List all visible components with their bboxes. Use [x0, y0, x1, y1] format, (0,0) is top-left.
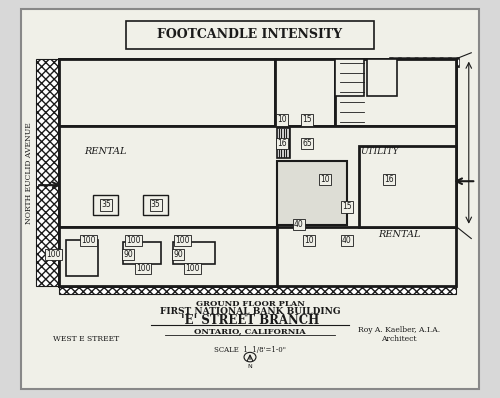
- Text: 35: 35: [150, 201, 160, 209]
- Text: 90: 90: [124, 250, 133, 259]
- Bar: [389, 57, 459, 66]
- Bar: [36, 59, 86, 286]
- Text: 10: 10: [320, 175, 330, 184]
- Text: 16: 16: [278, 139, 287, 148]
- Text: 40: 40: [342, 236, 352, 245]
- Bar: [94, 195, 118, 215]
- Bar: [367, 59, 396, 96]
- Text: 100: 100: [176, 236, 190, 245]
- Text: 10: 10: [304, 236, 314, 245]
- Bar: [278, 162, 347, 225]
- Bar: [58, 59, 275, 126]
- Text: RENTAL: RENTAL: [378, 230, 420, 239]
- Text: 100: 100: [136, 263, 150, 273]
- Text: FOOTCANDLE INTENSITY: FOOTCANDLE INTENSITY: [158, 29, 342, 41]
- Bar: [360, 146, 456, 227]
- Bar: [58, 59, 456, 286]
- Text: 90: 90: [173, 250, 183, 259]
- Text: 16: 16: [384, 175, 394, 184]
- Bar: [66, 240, 98, 276]
- Text: N: N: [248, 364, 252, 369]
- Text: 100: 100: [46, 250, 61, 259]
- Text: RENTAL: RENTAL: [84, 147, 127, 156]
- Text: GROUND FLOOR PLAN: GROUND FLOOR PLAN: [196, 300, 304, 308]
- Text: WEST E STREET: WEST E STREET: [53, 335, 119, 343]
- Text: UTILITY: UTILITY: [360, 147, 399, 156]
- Text: Roy A. Kaelber, A.I.A.
Architect: Roy A. Kaelber, A.I.A. Architect: [358, 326, 440, 343]
- Bar: [334, 59, 456, 126]
- Text: 100: 100: [186, 263, 200, 273]
- Text: 15: 15: [342, 203, 352, 211]
- Bar: [278, 128, 290, 158]
- Text: 40: 40: [294, 220, 304, 229]
- Text: FIRST NATIONAL BANK BUILDING: FIRST NATIONAL BANK BUILDING: [160, 307, 340, 316]
- Text: SCALE  1  1/8'=1-0": SCALE 1 1/8'=1-0": [214, 346, 286, 354]
- Text: 'E' STREET BRANCH: 'E' STREET BRANCH: [181, 314, 319, 327]
- Text: 100: 100: [81, 236, 96, 245]
- Text: 15: 15: [302, 115, 312, 125]
- FancyBboxPatch shape: [22, 9, 478, 389]
- Bar: [58, 126, 456, 227]
- Bar: [173, 242, 215, 264]
- Text: ONTARIO, CALIFORNIA: ONTARIO, CALIFORNIA: [194, 328, 306, 336]
- Text: 35: 35: [101, 201, 110, 209]
- Bar: [275, 59, 334, 126]
- Text: NORTH EUCLID AVENUE: NORTH EUCLID AVENUE: [24, 123, 32, 224]
- Bar: [123, 242, 160, 264]
- Text: 10: 10: [278, 115, 287, 125]
- Bar: [58, 227, 278, 286]
- Bar: [58, 238, 456, 294]
- Text: 100: 100: [126, 236, 140, 245]
- FancyBboxPatch shape: [126, 21, 374, 49]
- Bar: [334, 59, 364, 96]
- Bar: [143, 195, 168, 215]
- Text: 65: 65: [302, 139, 312, 148]
